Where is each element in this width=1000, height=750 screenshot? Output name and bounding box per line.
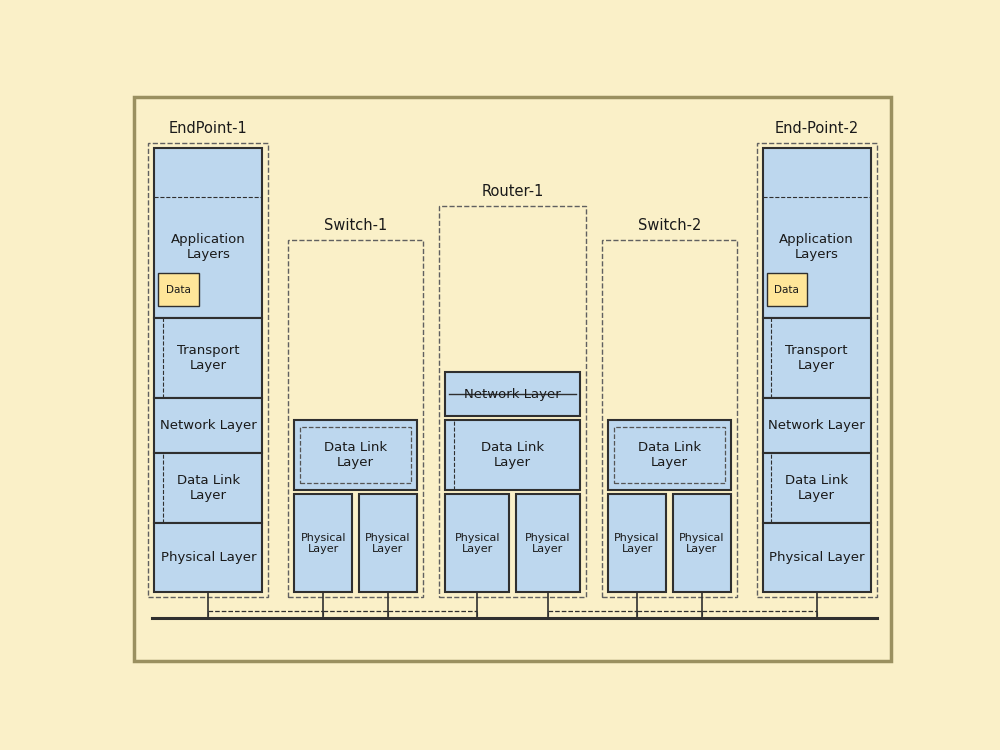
Bar: [439, 206, 586, 597]
Bar: [763, 398, 871, 454]
Text: Physical
Layer: Physical Layer: [525, 532, 571, 554]
Text: Data Link
Layer: Data Link Layer: [785, 474, 848, 502]
Bar: [154, 454, 262, 523]
Bar: [608, 420, 731, 490]
Text: Network Layer: Network Layer: [160, 419, 257, 432]
Text: Router-1: Router-1: [481, 184, 544, 199]
Text: Application
Layers: Application Layers: [171, 232, 246, 261]
Text: Physical
Layer: Physical Layer: [614, 532, 660, 554]
Bar: [445, 420, 580, 490]
Bar: [154, 148, 262, 318]
Text: Transport
Layer: Transport Layer: [785, 344, 848, 372]
Bar: [757, 143, 877, 597]
Text: Physical Layer: Physical Layer: [769, 551, 864, 564]
Bar: [763, 523, 871, 592]
Bar: [767, 273, 807, 307]
Bar: [445, 494, 509, 592]
Text: Data Link
Layer: Data Link Layer: [638, 441, 701, 469]
Text: Switch-2: Switch-2: [638, 218, 701, 233]
Bar: [154, 398, 262, 454]
Bar: [359, 494, 417, 592]
Text: Application
Layers: Application Layers: [779, 232, 854, 261]
Text: Physical
Layer: Physical Layer: [365, 532, 411, 554]
Text: Data Link
Layer: Data Link Layer: [177, 474, 240, 502]
Bar: [158, 273, 199, 307]
Text: Switch-1: Switch-1: [324, 218, 387, 233]
Text: Data: Data: [774, 285, 799, 295]
Bar: [288, 240, 423, 597]
Text: End-Point-2: End-Point-2: [775, 122, 859, 136]
Text: Data Link
Layer: Data Link Layer: [481, 441, 544, 469]
Text: Physical
Layer: Physical Layer: [679, 532, 725, 554]
Bar: [294, 420, 417, 490]
Bar: [294, 494, 352, 592]
Bar: [602, 240, 737, 597]
Text: Data: Data: [166, 285, 191, 295]
Bar: [763, 454, 871, 523]
Bar: [300, 427, 411, 483]
Bar: [154, 523, 262, 592]
Bar: [148, 143, 268, 597]
Bar: [445, 373, 580, 416]
Bar: [154, 318, 262, 398]
Bar: [608, 494, 666, 592]
Text: Transport
Layer: Transport Layer: [177, 344, 240, 372]
Bar: [763, 318, 871, 398]
Bar: [763, 148, 871, 318]
Text: Physical
Layer: Physical Layer: [300, 532, 346, 554]
Text: Network Layer: Network Layer: [464, 388, 561, 400]
Text: Network Layer: Network Layer: [768, 419, 865, 432]
Text: Physical
Layer: Physical Layer: [454, 532, 500, 554]
Text: Data Link
Layer: Data Link Layer: [324, 441, 387, 469]
Text: Physical Layer: Physical Layer: [161, 551, 256, 564]
Bar: [516, 494, 580, 592]
Bar: [673, 494, 731, 592]
Text: EndPoint-1: EndPoint-1: [169, 122, 248, 136]
Bar: [614, 427, 725, 483]
